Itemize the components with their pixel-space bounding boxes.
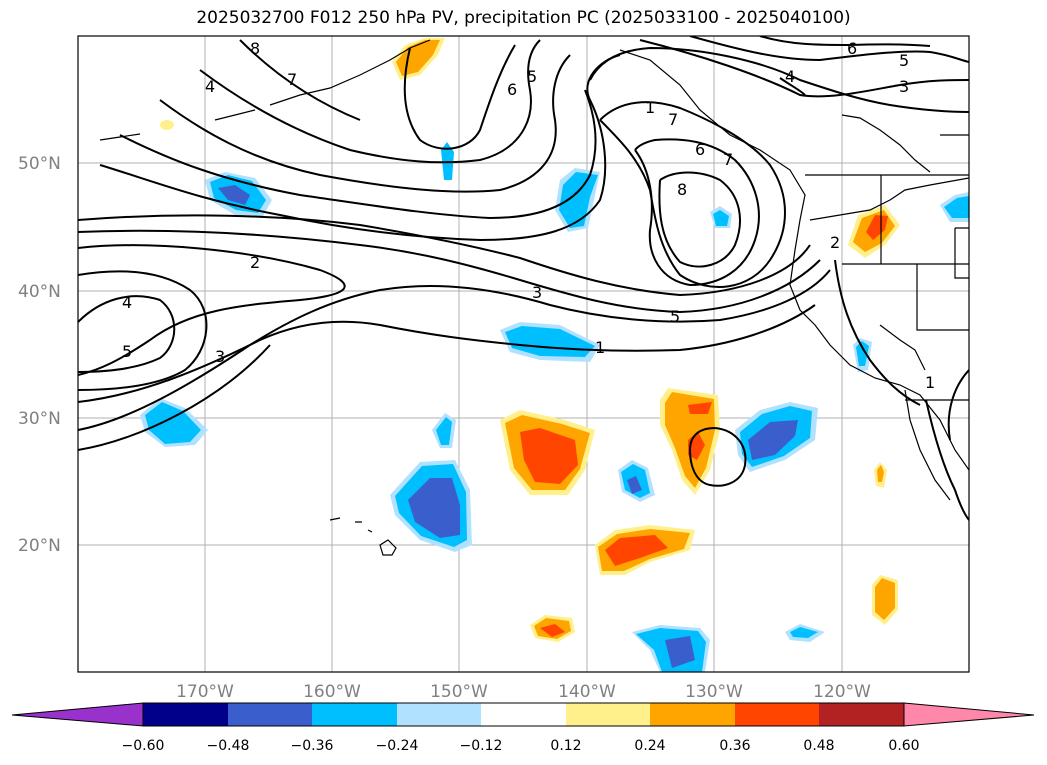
colorbar-tick: 0.12 (550, 738, 581, 754)
lon-label: 130°W (685, 682, 743, 702)
colorbar-tick: −0.12 (460, 738, 503, 754)
colorbar-tick: −0.24 (376, 738, 419, 754)
contour-label: 3 (899, 77, 909, 96)
lon-label: 150°W (430, 682, 488, 702)
colorbar-tick: −0.48 (207, 738, 250, 754)
colorbar-ticks: −0.60 −0.48 −0.36 −0.24 −0.12 0.12 0.24 … (122, 738, 920, 754)
contour-label: 1 (925, 373, 935, 392)
map-title: 2025032700 F012 250 hPa PV, precipitatio… (196, 8, 851, 28)
lon-label: 120°W (813, 682, 871, 702)
contour-label: 5 (527, 67, 537, 86)
lon-label: 170°W (176, 682, 234, 702)
lat-label: 20°N (18, 536, 61, 556)
longitude-labels: 170°W 160°W 150°W 140°W 130°W 120°W (176, 682, 871, 702)
pv-contour-labels: 8 7 4 6 5 6 5 4 3 1 7 6 7 8 2 4 5 3 2 3 … (122, 39, 935, 392)
colorbar-segment (735, 703, 819, 726)
colorbar-segment (228, 703, 312, 726)
lat-label: 40°N (18, 282, 61, 302)
colorbar-segment (650, 703, 735, 726)
contour-label: 4 (122, 293, 132, 312)
colorbar-segment (819, 703, 904, 726)
colorbar-under (11, 702, 144, 727)
contour-label: 4 (785, 67, 795, 86)
precipitation-anomaly-shading (140, 38, 969, 672)
contour-label: 8 (677, 180, 687, 199)
contour-label: 3 (532, 283, 542, 302)
colorbar: −0.60 −0.48 −0.36 −0.24 −0.12 0.12 0.24 … (11, 702, 1035, 754)
colorbar-tick: 0.60 (888, 738, 919, 754)
gridlines (78, 36, 969, 672)
colorbar-over (903, 702, 1035, 727)
contour-label: 2 (250, 253, 260, 272)
lon-label: 140°W (558, 682, 616, 702)
contour-label: 1 (595, 338, 605, 357)
lon-label: 160°W (303, 682, 361, 702)
colorbar-tick: 0.24 (634, 738, 665, 754)
colorbar-segment (566, 703, 650, 726)
contour-label: 7 (668, 110, 678, 129)
contour-label: 5 (899, 51, 909, 70)
contour-label: 6 (695, 140, 705, 159)
colorbar-tick: 0.48 (803, 738, 834, 754)
map-area: 8 7 4 6 5 6 5 4 3 1 7 6 7 8 2 4 5 3 2 3 … (78, 36, 969, 672)
colorbar-tick: −0.60 (122, 738, 165, 754)
colorbar-segment (143, 703, 228, 726)
latitude-labels: 50°N 40°N 30°N 20°N (18, 154, 61, 556)
colorbar-segment (481, 703, 566, 726)
colorbar-segment (312, 703, 397, 726)
colorbar-tick: 0.36 (719, 738, 750, 754)
contour-label: 7 (723, 150, 733, 169)
contour-label: 5 (122, 342, 132, 361)
contour-label: 3 (215, 347, 225, 366)
contour-label: 6 (847, 39, 857, 58)
colorbar-tick: −0.36 (291, 738, 334, 754)
contour-label: 6 (507, 80, 517, 99)
contour-label: 5 (670, 307, 680, 326)
contour-label: 2 (830, 233, 840, 252)
pv-contours (78, 36, 969, 521)
colorbar-segment (397, 703, 481, 726)
contour-label: 4 (205, 77, 215, 96)
map-frame (77, 35, 970, 673)
contour-label: 7 (287, 70, 297, 89)
lat-label: 50°N (18, 154, 61, 174)
contour-label: 1 (645, 98, 655, 117)
lat-label: 30°N (18, 409, 61, 429)
contour-label: 8 (250, 39, 260, 58)
